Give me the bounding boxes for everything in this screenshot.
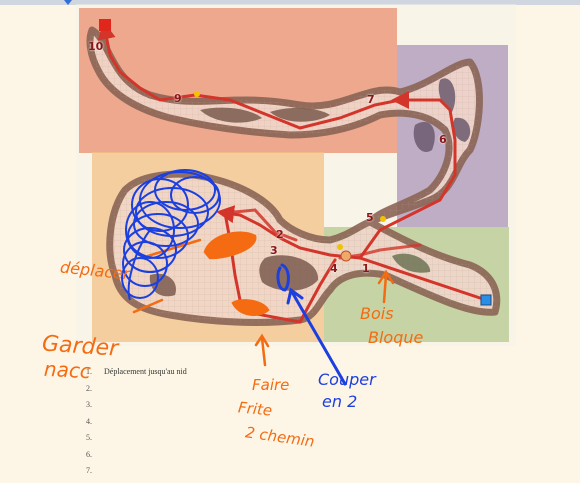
list-item[interactable]: 3. bbox=[86, 400, 92, 409]
start-marker-blue-square-icon bbox=[480, 294, 492, 306]
blue-cut-mark bbox=[276, 263, 347, 386]
room-label-1: 1 bbox=[362, 262, 370, 275]
waypoint-marker bbox=[340, 250, 352, 262]
blue-scribble bbox=[121, 169, 221, 301]
room-label-7: 7 bbox=[367, 93, 375, 106]
list-item[interactable]: 2. bbox=[86, 383, 92, 393]
top-ruler-bar bbox=[0, 0, 580, 5]
list-item[interactable]: 1. Déplacement jusqu'au nid bbox=[86, 367, 187, 376]
list-item[interactable]: 7. bbox=[86, 466, 92, 475]
list-item[interactable]: 4. bbox=[86, 416, 92, 426]
annotation-bois-line2: Bloque bbox=[368, 328, 424, 347]
room-label-2: 2 bbox=[276, 228, 284, 241]
list-item[interactable]: 5. bbox=[86, 433, 92, 442]
annotation-couper-line2: en 2 bbox=[322, 392, 358, 411]
room-label-10: 10 bbox=[88, 40, 104, 53]
numbered-list: 1. Déplacement jusqu'au nid 2. 3. 4. 5. 6… bbox=[86, 364, 346, 483]
list-item[interactable]: 6. bbox=[86, 449, 92, 459]
room-label-6: 6 bbox=[439, 133, 447, 146]
annotation-faire-line1: Faire bbox=[252, 376, 290, 394]
room-label-5: 5 bbox=[366, 211, 374, 224]
annotation-garder-line2: nacc bbox=[43, 356, 92, 384]
coin-icon bbox=[380, 216, 386, 222]
room-label-3: 3 bbox=[270, 244, 278, 257]
orange-annotations bbox=[132, 231, 395, 367]
ruler-indent-marker-icon[interactable] bbox=[64, 0, 72, 5]
end-marker-red-square-icon bbox=[99, 19, 111, 31]
room-label-4: 4 bbox=[330, 262, 338, 275]
coin-icon bbox=[194, 91, 200, 97]
list-item[interactable]: 8. bbox=[86, 480, 346, 483]
annotation-couper-line1: Couper bbox=[318, 370, 376, 389]
annotation-bois-line1: Bois bbox=[360, 304, 394, 323]
room-label-9: 9 bbox=[174, 92, 182, 105]
coin-icon bbox=[337, 244, 343, 250]
